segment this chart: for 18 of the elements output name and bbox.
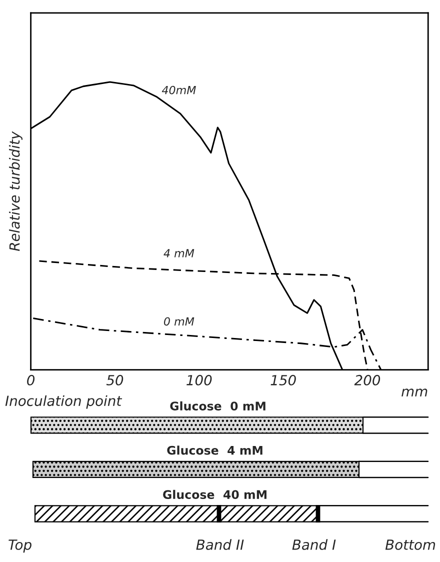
text: Glucose 40 mM bbox=[163, 490, 266, 500]
text: Bottom bbox=[385, 540, 436, 550]
x-tick-label: 150 bbox=[270, 374, 296, 386]
text: Inoculation point bbox=[5, 395, 122, 409]
text: Band II bbox=[196, 539, 244, 550]
text: Glucose 4 mM bbox=[167, 446, 262, 455]
text: Glucose 0 mM bbox=[170, 401, 266, 410]
series-label: 0 mM bbox=[164, 317, 194, 326]
series-label: 4 mM bbox=[164, 249, 194, 258]
x-axis-title: mm bbox=[402, 388, 428, 396]
series-label: 40mM bbox=[162, 86, 196, 94]
text: Top bbox=[8, 540, 32, 553]
x-tick-label: 50 bbox=[106, 374, 124, 386]
text: Band I bbox=[292, 539, 336, 550]
y-axis-title: Relative turbidity bbox=[9, 131, 22, 251]
x-tick-label: 200 bbox=[354, 374, 380, 386]
x-tick-label: 100 bbox=[186, 374, 212, 386]
x-tick-label: 0 bbox=[27, 374, 35, 386]
